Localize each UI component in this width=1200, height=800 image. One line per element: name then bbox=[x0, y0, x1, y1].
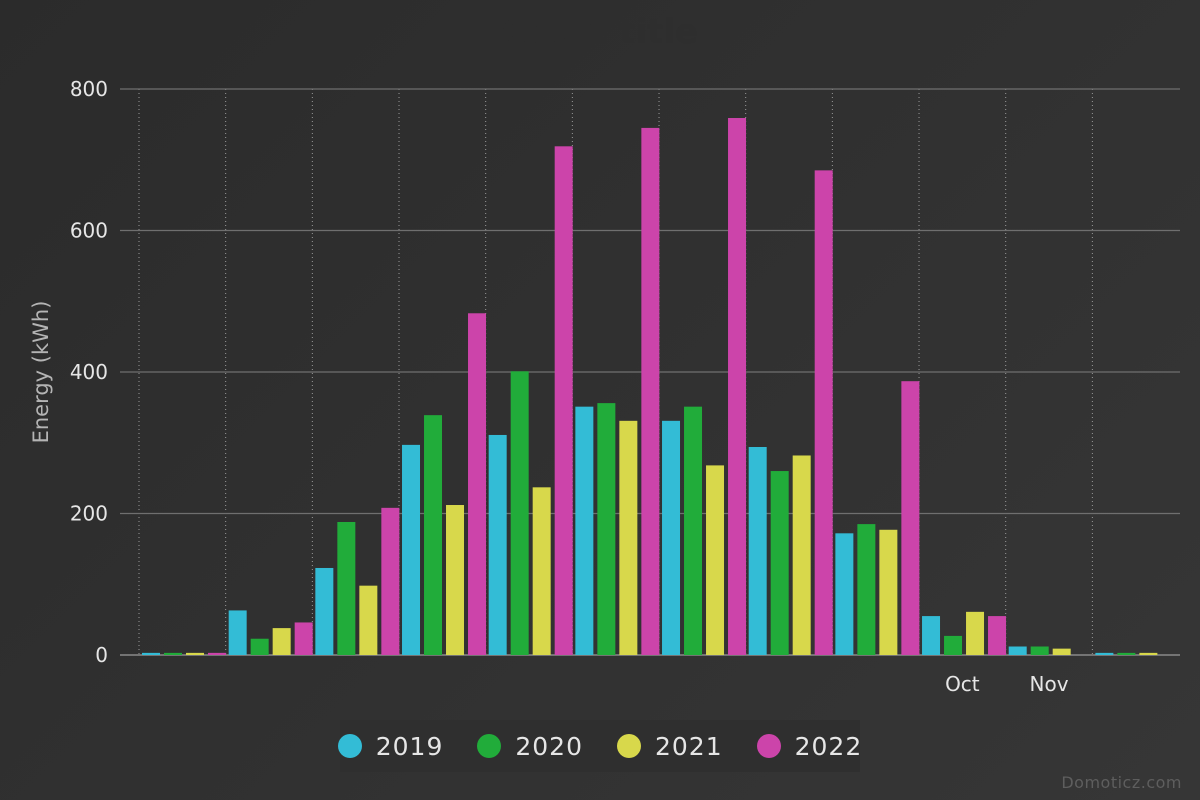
bar-2021-Mar bbox=[359, 585, 378, 655]
bar-2021-Dec bbox=[1139, 652, 1158, 655]
legend-marker-2019 bbox=[337, 734, 362, 758]
bar-2020-Aug bbox=[770, 471, 789, 655]
bar-2022-Aug bbox=[814, 170, 833, 656]
legend: 2019 2020 2021 2022 bbox=[337, 720, 863, 772]
bar-2021-Jun bbox=[619, 420, 638, 655]
legend-label-2022: 2022 bbox=[794, 731, 863, 761]
bar-2019-May bbox=[488, 434, 507, 655]
legend-label-2020: 2020 bbox=[515, 731, 583, 761]
bar-2019-Aug bbox=[748, 446, 767, 655]
bar-2019-Apr bbox=[402, 444, 421, 655]
chart-title: Chart title bbox=[502, 12, 698, 52]
legend-item-2019[interactable]: 2019 bbox=[337, 731, 444, 761]
y-tick-label: 200 bbox=[70, 502, 108, 526]
bar-2022-Sep bbox=[901, 381, 920, 655]
bar-2021-Aug bbox=[792, 455, 811, 655]
bar-2019-Dec bbox=[1095, 652, 1114, 655]
bar-2019-Jul bbox=[662, 420, 681, 655]
bar-2020-May bbox=[510, 371, 529, 655]
bar-2019-Jan bbox=[142, 652, 160, 655]
bar-2020-Feb bbox=[250, 638, 269, 655]
bar-2021-Jul bbox=[706, 465, 725, 655]
bar-2021-Jan bbox=[186, 652, 204, 655]
bar-2020-Sep bbox=[857, 524, 876, 655]
bar-2022-Mar bbox=[381, 507, 400, 655]
bar-2019-Sep bbox=[835, 533, 854, 655]
y-tick-label: 400 bbox=[70, 360, 108, 384]
bar-2020-Jan bbox=[164, 652, 182, 655]
legend-item-2022[interactable]: 2022 bbox=[756, 731, 863, 761]
bar-2022-Jul bbox=[728, 118, 747, 655]
bar-2022-Jan bbox=[208, 652, 226, 655]
bar-2021-Sep bbox=[879, 529, 898, 655]
bar-2019-Oct bbox=[922, 616, 941, 655]
y-tick-label: 0 bbox=[95, 643, 108, 667]
bar-2021-Apr bbox=[446, 505, 465, 655]
y-axis-title: Energy (kWh) bbox=[29, 301, 53, 444]
bar-2020-Jun bbox=[597, 403, 616, 655]
bar-2019-Feb bbox=[228, 610, 247, 655]
legend-label-2019: 2019 bbox=[375, 731, 444, 761]
bar-2020-Apr bbox=[424, 415, 443, 655]
x-tick-label: Nov bbox=[1030, 672, 1069, 696]
bar-2019-Jun bbox=[575, 406, 594, 655]
bar-2021-Nov bbox=[1052, 648, 1071, 655]
bar-2019-Nov bbox=[1008, 646, 1027, 655]
legend-marker-2022 bbox=[756, 734, 781, 758]
bar-2022-Feb bbox=[294, 622, 313, 655]
bar-2021-Oct bbox=[966, 611, 985, 655]
bar-2021-Feb bbox=[272, 628, 291, 655]
bar-2022-Oct bbox=[988, 616, 1007, 655]
legend-item-2020[interactable]: 2020 bbox=[477, 732, 583, 761]
bar-2022-Jun bbox=[641, 127, 660, 656]
legend-marker-2021 bbox=[617, 734, 641, 758]
bar-2021-May bbox=[532, 487, 551, 655]
bar-2020-Oct bbox=[944, 635, 963, 655]
y-tick-label: 800 bbox=[70, 77, 108, 101]
legend-marker-2020 bbox=[477, 734, 502, 758]
x-tick-label: Oct bbox=[945, 672, 980, 696]
legend-item-2021[interactable]: 2021 bbox=[617, 732, 723, 761]
bar-2022-Apr bbox=[468, 313, 487, 655]
legend-label-2021: 2021 bbox=[655, 731, 723, 761]
bar-2019-Mar bbox=[315, 567, 334, 655]
bar-2020-Jul bbox=[684, 406, 703, 655]
y-tick-label: 600 bbox=[70, 219, 108, 243]
bar-2020-Dec bbox=[1117, 652, 1136, 655]
credits-link[interactable]: Domoticz.com bbox=[1061, 773, 1182, 792]
bar-2020-Nov bbox=[1030, 646, 1049, 655]
bar-2022-May bbox=[554, 146, 573, 655]
bar-2020-Mar bbox=[337, 521, 356, 655]
